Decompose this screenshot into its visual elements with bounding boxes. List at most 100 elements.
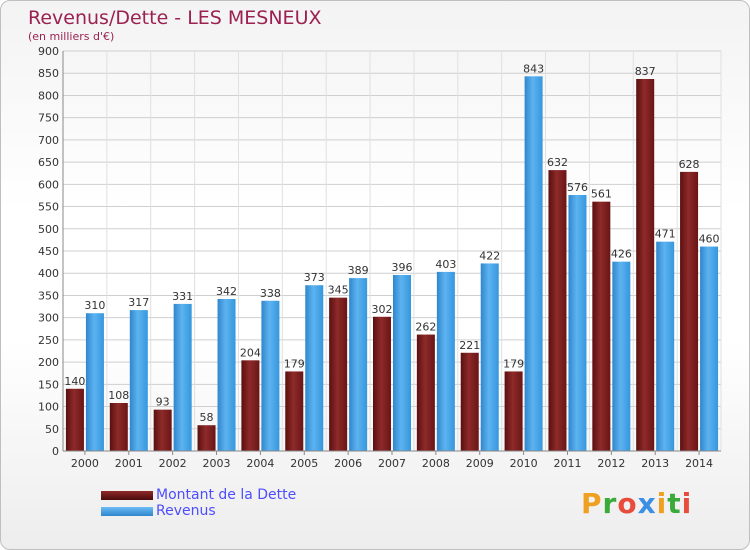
data-label-dette: 302	[372, 303, 393, 316]
bar-revenus	[700, 246, 719, 451]
data-label-revenus: 422	[479, 249, 500, 262]
x-axis: 2000 2001 2002 2003 2004 2005 2006 2007 2008 2009…	[63, 450, 721, 470]
x-tick-label: 2011	[553, 457, 581, 470]
y-tick-label: 750	[38, 112, 59, 125]
data-label-revenus: 310	[84, 299, 105, 312]
bar-dette	[285, 371, 304, 451]
data-label-revenus: 471	[655, 228, 676, 241]
data-label-dette: 262	[415, 321, 436, 334]
y-tick-label: 700	[38, 134, 59, 147]
data-label-revenus: 389	[348, 264, 369, 277]
bar-dette	[416, 334, 435, 451]
bar-dette	[109, 403, 128, 451]
data-label-dette: 628	[679, 158, 700, 171]
bar-dette	[504, 371, 523, 451]
x-tick-label: 2004	[246, 457, 274, 470]
x-tick-label: 2002	[159, 457, 187, 470]
data-label-dette: 140	[64, 375, 85, 388]
y-tick-label: 650	[38, 156, 59, 169]
bar-revenus	[393, 275, 411, 451]
bar-revenus	[436, 271, 455, 451]
x-tick-label: 2013	[641, 457, 669, 470]
data-label-revenus: 843	[523, 62, 544, 75]
data-label-dette: 221	[459, 339, 480, 352]
legend-swatch-dette	[101, 491, 153, 500]
y-tick-label: 150	[38, 378, 59, 391]
data-label-dette: 58	[200, 411, 214, 424]
bar-revenus	[173, 303, 192, 451]
data-label-dette: 179	[284, 357, 305, 370]
y-tick-label: 50	[45, 423, 59, 436]
data-label-revenus: 317	[128, 296, 149, 309]
legend-label-revenus: Revenus	[156, 503, 216, 519]
bar-revenus	[129, 310, 148, 451]
bar-dette	[460, 352, 479, 451]
y-tick-label: 350	[38, 289, 59, 302]
y-tick-label: 400	[38, 267, 59, 280]
data-label-revenus: 342	[216, 285, 237, 298]
x-tick-label: 2012	[597, 457, 625, 470]
x-tick-label: 2006	[334, 457, 362, 470]
logo-letter: i	[681, 487, 693, 520]
y-axis: 0 50 100 150 200 250 300 350 400 450 500 550 600 650 7…	[38, 45, 64, 458]
data-label-revenus: 576	[567, 181, 588, 194]
data-label-revenus: 396	[392, 261, 413, 274]
y-tick-label: 600	[38, 178, 59, 191]
bar-revenus	[85, 313, 104, 451]
data-label-revenus: 331	[172, 290, 193, 303]
data-label-dette: 345	[328, 284, 349, 297]
y-tick-label: 250	[38, 334, 59, 347]
bar-dette	[153, 409, 172, 451]
bar-dette	[373, 316, 391, 451]
chart-title: Revenus/Dette - LES MESNEUX	[28, 7, 322, 29]
x-tick-label: 2008	[422, 457, 450, 470]
data-label-revenus: 460	[699, 233, 720, 246]
y-tick-label: 200	[38, 356, 59, 369]
bar-revenus	[305, 285, 324, 451]
bar-dette	[548, 170, 567, 451]
y-tick-label: 850	[38, 67, 59, 80]
bar-dette	[636, 79, 655, 451]
y-tick-label: 550	[38, 201, 59, 214]
bar-dette	[241, 360, 260, 451]
bar-dette	[197, 425, 216, 451]
logo-letter: x	[637, 487, 657, 520]
y-tick-label: 500	[38, 223, 59, 236]
data-label-revenus: 403	[435, 258, 456, 271]
logo-letter: i	[656, 487, 668, 520]
y-tick-label: 900	[38, 45, 59, 58]
y-tick-label: 0	[52, 445, 59, 458]
y-tick-label: 800	[38, 89, 59, 102]
bar-dette	[65, 388, 84, 451]
data-label-dette: 93	[156, 396, 170, 409]
x-tick-label: 2000	[71, 457, 99, 470]
data-label-dette: 632	[547, 156, 568, 169]
bar-revenus	[480, 263, 499, 451]
x-tick-label: 2014	[685, 457, 713, 470]
data-label-dette: 108	[108, 389, 129, 402]
legend-label-dette: Montant de la Dette	[156, 487, 297, 503]
bar-dette	[680, 171, 699, 451]
bar-revenus	[349, 278, 368, 451]
x-tick-label: 2007	[378, 457, 406, 470]
bar-revenus	[217, 299, 236, 451]
y-tick-label: 450	[38, 245, 59, 258]
data-label-dette: 204	[240, 346, 261, 359]
x-tick-label: 2009	[466, 457, 494, 470]
bar-dette	[329, 297, 348, 451]
x-tick-label: 2005	[290, 457, 318, 470]
proxiti-logo: Proxiti	[581, 487, 692, 520]
logo-letter: P	[581, 487, 603, 520]
chart-subtitle: (en milliers d'€)	[28, 30, 115, 43]
bar-revenus	[524, 76, 543, 451]
bar-revenus	[568, 195, 587, 451]
bar-dette	[592, 201, 611, 451]
grid-lines	[62, 50, 722, 452]
x-tick-label: 2010	[510, 457, 538, 470]
data-label-dette: 179	[503, 357, 524, 370]
x-tick-label: 2001	[115, 457, 143, 470]
data-label-revenus: 426	[611, 248, 632, 261]
